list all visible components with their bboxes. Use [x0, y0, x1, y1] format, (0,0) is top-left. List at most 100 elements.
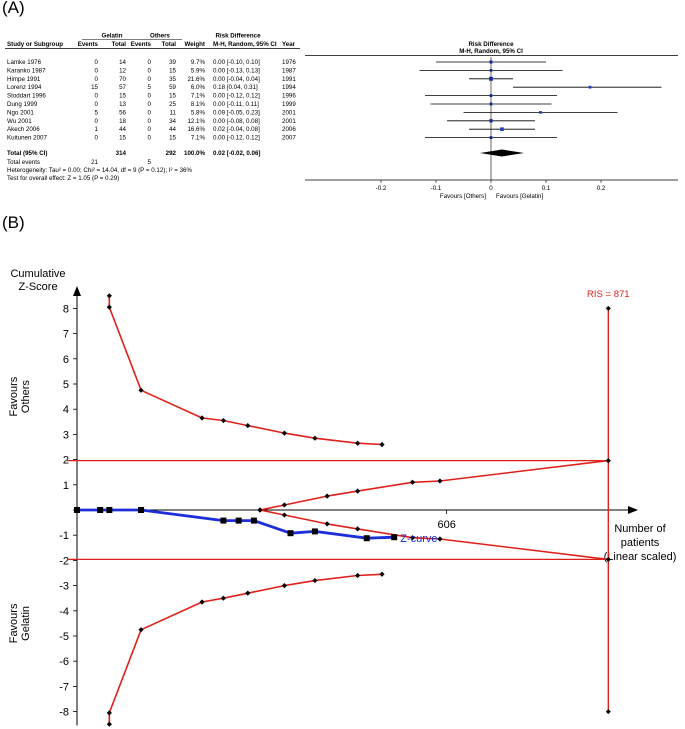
study-year: 1976 — [282, 59, 296, 66]
y-tick-label: 8 — [63, 303, 69, 315]
study-events-gelatin: 0 — [95, 76, 99, 83]
study-total-others: 44 — [169, 126, 176, 133]
z-curve-point — [138, 507, 145, 513]
study-total-others: 15 — [169, 135, 176, 142]
z-curve-label: Z-curve — [400, 533, 437, 545]
y-tick-label: -3 — [59, 581, 69, 593]
study-weight: 6.0% — [191, 84, 206, 91]
study-name: Wu 2001 — [7, 118, 32, 125]
y-tick-label: -7 — [59, 681, 69, 693]
study-name: Lorenz 1994 — [7, 84, 42, 91]
plot-x-tick-label: 0.1 — [542, 185, 551, 192]
header-others: Others — [150, 33, 171, 40]
study-events-others: 0 — [148, 135, 152, 142]
study-weight: 5.9% — [191, 67, 206, 74]
study-events-gelatin: 0 — [95, 59, 99, 66]
study-events-others: 0 — [148, 101, 152, 108]
total-events-gelatin: 21 — [91, 159, 98, 166]
total-gelatin: 314 — [116, 150, 127, 157]
y-tick-label: 3 — [63, 429, 69, 441]
study-total-others: 25 — [169, 101, 176, 108]
col-total-others: Total — [162, 41, 177, 48]
z-curve-line — [77, 508, 395, 540]
boundary-point — [257, 507, 263, 513]
study-name: Stoddart 1996 — [7, 93, 46, 100]
study-ci: 0.00 [-0.08, 0.08] — [213, 118, 260, 125]
study-total-gelatin: 44 — [119, 126, 126, 133]
boundary-line — [259, 459, 609, 511]
y-tick-label: -2 — [59, 555, 69, 567]
study-name: Himpe 1991 — [7, 76, 41, 83]
study-ci: 0.00 [-0.10, 0.10] — [213, 59, 260, 66]
boundary-point — [437, 478, 443, 484]
x-axis-title-line: patients — [621, 537, 660, 549]
study-events-others: 0 — [148, 76, 152, 83]
total-label: Total (95% CI) — [7, 150, 47, 157]
total-events-label: Total events — [7, 159, 40, 166]
total-others: 292 — [166, 150, 177, 157]
header-gelatin: Gelatin — [102, 33, 123, 40]
x-axis-title-line: Number of — [614, 523, 666, 535]
study-ci: 0.00 [-0.12, 0.12] — [213, 93, 260, 100]
col-ci: M-H, Random, 95% CI — [213, 41, 277, 48]
total-events-others: 5 — [148, 159, 152, 166]
study-weight: 21.6% — [187, 76, 205, 83]
study-events-others: 0 — [148, 93, 152, 100]
study-total-others: 35 — [169, 76, 176, 83]
study-events-gelatin: 0 — [95, 118, 99, 125]
y-tick-label: 6 — [63, 354, 69, 366]
study-total-others: 15 — [169, 67, 176, 74]
study-total-others: 39 — [169, 59, 176, 66]
study-events-others: 0 — [148, 59, 152, 66]
col-events-others: Events — [131, 41, 152, 48]
y-tick-label: 4 — [63, 404, 69, 416]
boundary-point — [379, 441, 385, 448]
study-weight: 8.1% — [191, 101, 206, 108]
x-axis-arrow — [628, 506, 638, 514]
y-axis-title-line1: Cumulative — [10, 268, 65, 280]
boundary-line — [108, 573, 383, 725]
boundary-point — [245, 590, 251, 596]
boundary-point — [324, 493, 330, 499]
effect-square — [539, 111, 542, 114]
study-weight: 7.1% — [191, 93, 206, 100]
forest-plot: Gelatin Others Risk Difference Study or Sub… — [5, 33, 678, 200]
study-name: Ngo 2001 — [7, 109, 34, 116]
pooled-diamond — [480, 149, 524, 157]
study-events-gelatin: 0 — [95, 135, 99, 142]
study-year: 1996 — [282, 93, 296, 100]
y-tick-label: -1 — [59, 530, 69, 542]
ris-point — [605, 709, 611, 715]
panel-b-label: (B) — [2, 213, 25, 232]
study-year: 1991 — [282, 76, 296, 83]
plot-x-tick-label: -0.1 — [431, 185, 442, 192]
plot-header-risk-difference: Risk Difference — [468, 41, 514, 48]
study-total-others: 59 — [169, 84, 176, 91]
study-events-gelatin: 1 — [95, 126, 99, 133]
study-weight: 12.1% — [187, 118, 205, 125]
y-tick-label: -6 — [59, 656, 69, 668]
study-events-gelatin: 5 — [95, 109, 99, 116]
z-curve-point — [287, 530, 294, 537]
boundary-point — [281, 583, 287, 589]
effect-square — [500, 127, 504, 132]
ris-point — [605, 305, 611, 311]
boundary-point — [409, 479, 416, 485]
study-ci: 0.00 [-0.13, 0.13] — [213, 67, 260, 74]
boundary-line — [108, 295, 383, 446]
z-curve-point — [311, 528, 318, 535]
y-tick-label: -4 — [59, 606, 69, 618]
study-events-gelatin: 0 — [95, 67, 99, 74]
study-year: 1994 — [282, 84, 296, 91]
study-year: 2006 — [282, 126, 296, 133]
study-total-gelatin: 57 — [119, 84, 126, 91]
boundary-point — [106, 710, 112, 716]
y-axis-arrow — [73, 286, 81, 296]
z-curve-point — [391, 534, 398, 541]
study-weight: 9.7% — [191, 59, 206, 66]
plot-x-tick-label: 0.2 — [597, 185, 606, 192]
boundary-point — [355, 488, 361, 494]
study-name: Dung 1999 — [7, 101, 38, 108]
boundary-point — [220, 595, 226, 601]
favours-gelatin-label: Favours [Gelatin] — [496, 193, 543, 200]
